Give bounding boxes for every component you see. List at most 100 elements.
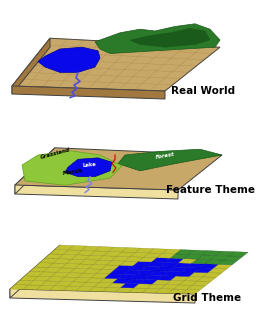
Polygon shape <box>141 266 160 271</box>
Polygon shape <box>88 265 107 269</box>
Polygon shape <box>58 254 77 259</box>
Polygon shape <box>108 283 126 288</box>
Polygon shape <box>82 246 100 251</box>
Polygon shape <box>149 249 167 253</box>
Polygon shape <box>90 251 109 256</box>
Polygon shape <box>99 256 117 260</box>
Polygon shape <box>65 158 112 177</box>
Polygon shape <box>130 28 210 47</box>
Polygon shape <box>131 275 150 279</box>
Polygon shape <box>150 271 168 276</box>
Polygon shape <box>85 255 103 260</box>
Polygon shape <box>103 252 122 256</box>
Polygon shape <box>60 277 78 282</box>
Polygon shape <box>229 252 248 256</box>
Polygon shape <box>202 251 221 256</box>
Polygon shape <box>36 285 55 290</box>
Polygon shape <box>182 290 200 294</box>
Polygon shape <box>208 269 227 273</box>
Polygon shape <box>91 273 110 278</box>
Polygon shape <box>25 271 43 276</box>
Polygon shape <box>100 278 118 283</box>
Polygon shape <box>15 185 178 199</box>
Polygon shape <box>94 282 113 287</box>
Polygon shape <box>12 38 50 94</box>
Polygon shape <box>46 277 65 281</box>
Text: Feature Theme: Feature Theme <box>166 185 255 195</box>
Polygon shape <box>105 274 123 279</box>
Polygon shape <box>144 275 163 280</box>
Polygon shape <box>129 288 147 293</box>
Polygon shape <box>165 258 184 263</box>
Polygon shape <box>120 261 139 266</box>
Polygon shape <box>197 255 216 260</box>
Polygon shape <box>75 264 93 269</box>
Polygon shape <box>118 274 136 279</box>
Polygon shape <box>33 276 52 281</box>
Polygon shape <box>73 277 91 282</box>
Polygon shape <box>216 251 235 256</box>
Polygon shape <box>57 268 75 273</box>
Text: Real World: Real World <box>171 86 235 96</box>
Polygon shape <box>171 276 190 281</box>
Polygon shape <box>68 246 87 250</box>
Polygon shape <box>122 248 141 252</box>
Polygon shape <box>40 258 58 263</box>
Polygon shape <box>139 257 157 262</box>
Polygon shape <box>166 280 184 285</box>
Polygon shape <box>38 47 100 72</box>
Polygon shape <box>12 86 165 99</box>
Polygon shape <box>78 273 96 278</box>
Polygon shape <box>192 259 211 264</box>
Polygon shape <box>144 253 162 258</box>
Polygon shape <box>12 38 220 91</box>
Polygon shape <box>63 286 81 291</box>
Polygon shape <box>205 260 224 264</box>
Polygon shape <box>52 272 70 277</box>
Polygon shape <box>118 149 222 171</box>
Polygon shape <box>93 260 112 265</box>
Polygon shape <box>55 245 73 250</box>
Text: Grid Theme: Grid Theme <box>173 293 241 303</box>
Polygon shape <box>147 262 165 267</box>
Polygon shape <box>128 266 147 270</box>
Polygon shape <box>134 284 153 288</box>
Polygon shape <box>48 263 67 268</box>
Polygon shape <box>112 256 130 261</box>
Polygon shape <box>55 281 73 286</box>
Polygon shape <box>89 287 108 291</box>
Polygon shape <box>80 260 99 265</box>
Polygon shape <box>152 258 170 262</box>
Polygon shape <box>190 272 208 277</box>
Polygon shape <box>77 250 95 255</box>
Polygon shape <box>30 267 48 272</box>
Polygon shape <box>195 268 214 273</box>
Polygon shape <box>95 24 220 53</box>
Polygon shape <box>158 276 176 280</box>
Text: Marsh: Marsh <box>62 168 83 176</box>
Polygon shape <box>62 264 80 268</box>
Polygon shape <box>174 285 192 290</box>
Polygon shape <box>42 281 60 286</box>
Polygon shape <box>65 273 83 277</box>
Polygon shape <box>214 264 232 269</box>
Polygon shape <box>109 247 127 252</box>
Polygon shape <box>157 253 176 258</box>
Polygon shape <box>187 263 205 268</box>
Polygon shape <box>81 282 100 287</box>
Polygon shape <box>72 255 90 260</box>
Polygon shape <box>38 272 57 277</box>
Polygon shape <box>15 148 55 194</box>
Polygon shape <box>121 283 139 288</box>
Polygon shape <box>96 269 115 274</box>
Polygon shape <box>173 263 192 268</box>
Polygon shape <box>200 264 219 269</box>
Polygon shape <box>22 151 122 185</box>
Polygon shape <box>20 276 38 281</box>
Polygon shape <box>126 279 144 284</box>
Polygon shape <box>50 249 68 254</box>
Polygon shape <box>10 289 195 303</box>
Polygon shape <box>53 259 72 264</box>
Polygon shape <box>142 288 161 293</box>
Polygon shape <box>83 269 102 273</box>
